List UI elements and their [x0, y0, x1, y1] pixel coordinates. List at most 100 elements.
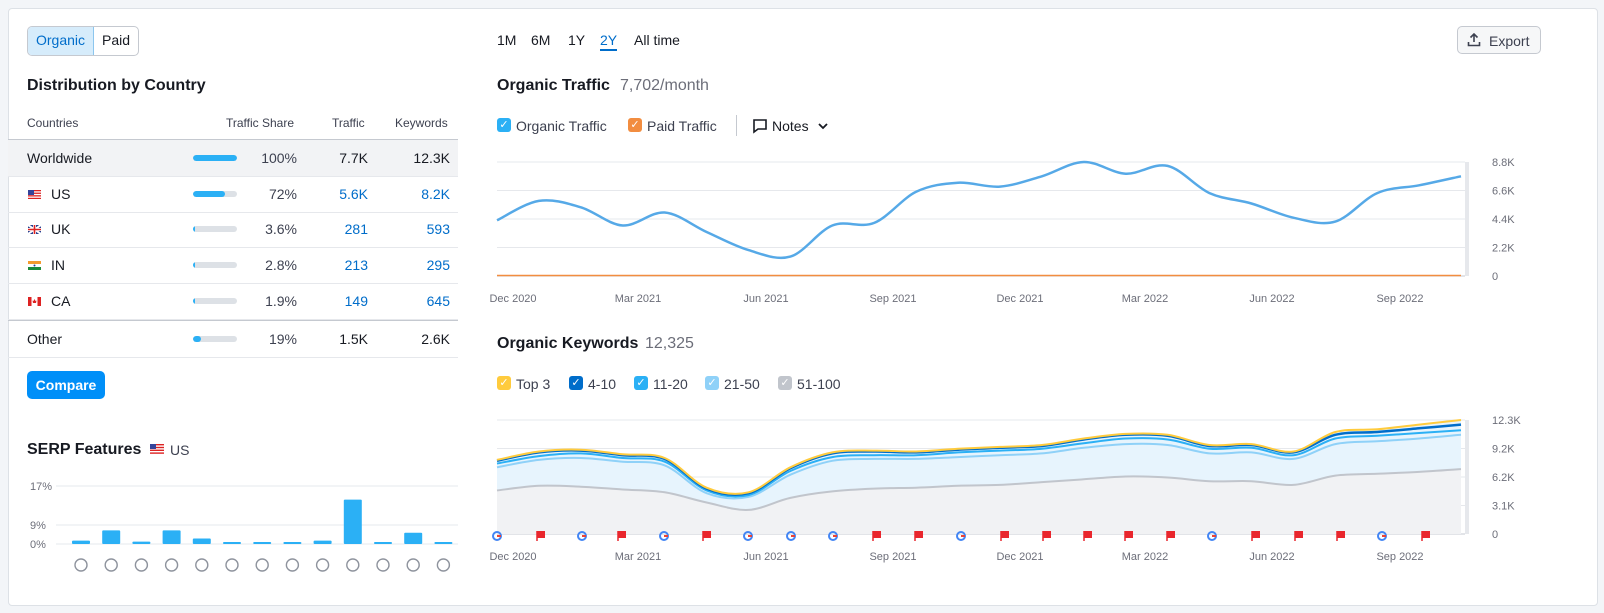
serp-feature-icon [315, 558, 330, 572]
traffic-value[interactable]: 149 [344, 293, 368, 309]
period-6m[interactable]: 6M [531, 32, 551, 48]
keywords-legend-checkbox[interactable]: ✓ [778, 376, 792, 390]
uk-flag-icon [28, 225, 41, 234]
header-keywords[interactable]: Keywords [395, 116, 448, 130]
notes-dropdown[interactable]: Notes [752, 116, 832, 136]
traffic-share: 1.9% [265, 293, 297, 309]
header-traffic[interactable]: Traffic [332, 116, 365, 130]
paid-traffic-legend: Paid Traffic [647, 118, 717, 134]
export-button[interactable]: Export [1457, 26, 1541, 54]
google-update-icon [1377, 531, 1387, 541]
x-tick-label: Sep 2022 [1376, 293, 1423, 305]
x-tick-label: Dec 2020 [489, 293, 536, 305]
keywords-value: 2.6K [421, 331, 450, 347]
x-tick-label: Sep 2021 [869, 293, 916, 305]
table-row[interactable]: IN 2.8% 213 295 [8, 247, 458, 284]
keywords-value[interactable]: 295 [426, 257, 450, 273]
country-name[interactable]: UK [51, 221, 71, 237]
serp-country: US [170, 442, 190, 458]
note-flag-icon [914, 531, 923, 541]
serp-bar [132, 541, 151, 544]
organic-keywords-chart: 12.3K 9.2K 6.2K 3.1K 0 Dec 2020 Mar 2021 Jun 20… [489, 415, 1521, 563]
country-name[interactable]: IN [51, 257, 65, 273]
y-tick-label: 0% [30, 539, 46, 551]
serp-bar [162, 530, 181, 544]
paid-toggle-button[interactable]: Paid [102, 32, 131, 48]
table-row[interactable]: Worldwide 100% 7.7K 12.3K [8, 140, 458, 177]
traffic-share: 100% [261, 150, 297, 166]
country-name[interactable]: CA [51, 293, 71, 309]
table-row[interactable]: CA 1.9% 149 645 [8, 283, 458, 320]
paid-traffic-checkbox[interactable]: ✓ [628, 118, 642, 132]
keywords-value[interactable]: 645 [426, 293, 450, 309]
keywords-legend-label: 51-100 [797, 376, 841, 392]
period-1y[interactable]: 1Y [568, 32, 586, 48]
keywords-value[interactable]: 593 [426, 221, 450, 237]
organic-toggle-button[interactable]: Organic [28, 27, 95, 55]
y-tick-label: 2.2K [1492, 243, 1515, 255]
keywords-legend-checkbox[interactable]: ✓ [497, 376, 511, 390]
traffic-value[interactable]: 213 [344, 257, 368, 273]
keywords-legend-checkbox[interactable]: ✓ [634, 376, 648, 390]
google-update-icon [1207, 531, 1217, 541]
note-flag-icon [1083, 531, 1092, 541]
y-tick-label: 8.8K [1492, 157, 1515, 169]
notes-icon [753, 119, 767, 134]
note-flag-icon [536, 531, 545, 541]
note-flag-body [537, 531, 545, 538]
in-flag-icon [28, 261, 41, 270]
serp-feature-icon [255, 558, 269, 572]
x-tick-label: Sep 2021 [869, 551, 916, 563]
note-flag-body [1295, 531, 1303, 538]
keywords-series-line [496, 419, 1462, 495]
organic-traffic-checkbox[interactable]: ✓ [497, 118, 511, 132]
keywords-value[interactable]: 8.2K [421, 186, 450, 202]
header-countries: Countries [27, 116, 79, 130]
note-flag-body [1337, 531, 1345, 538]
serp-bar [72, 540, 90, 544]
google-update-icon [786, 531, 796, 541]
traffic-share-bar [193, 155, 237, 161]
note-flag-icon [702, 531, 711, 541]
keywords-51-100-area [497, 469, 1461, 534]
note-flag-body [1422, 531, 1430, 538]
serp-bar [374, 542, 392, 544]
serp-features-chart: 17% 9% 0% [30, 481, 458, 572]
serp-feature-icon [406, 558, 420, 572]
traffic-value[interactable]: 281 [344, 221, 368, 237]
note-flag-icon [1124, 531, 1133, 541]
x-tick-label: Mar 2021 [615, 551, 661, 563]
period-1m[interactable]: 1M [497, 32, 517, 48]
keywords-legend-checkbox[interactable]: ✓ [705, 376, 719, 390]
compare-button[interactable]: Compare [27, 371, 105, 399]
chevron-down-icon [818, 123, 828, 130]
traffic-value[interactable]: 5.6K [339, 186, 368, 202]
country-name[interactable]: US [51, 186, 71, 202]
serp-feature-icon [74, 558, 88, 572]
note-flag-body [1252, 531, 1260, 538]
header-traffic-share[interactable]: Traffic Share [226, 116, 295, 130]
note-flag-icon [1294, 531, 1303, 541]
period-all-time[interactable]: All time [634, 32, 680, 48]
keywords-legend-checkbox[interactable]: ✓ [569, 376, 583, 390]
serp-bar [434, 542, 453, 544]
traffic-value: 1.5K [339, 331, 368, 347]
table-row[interactable]: UK 3.6% 281 593 [8, 211, 458, 248]
organic-keywords-value: 12,325 [645, 335, 694, 352]
keywords-legend-label: Top 3 [516, 376, 551, 392]
x-tick-label: Mar 2022 [1122, 551, 1168, 563]
table-row[interactable]: Other 19% 1.5K 2.6K [8, 320, 458, 358]
y-tick-label: 6.2K [1492, 472, 1515, 484]
x-tick-label: Sep 2022 [1376, 551, 1423, 563]
serp-bar [343, 499, 362, 544]
period-2y[interactable]: 2Y [600, 32, 618, 51]
x-tick-label: Dec 2020 [489, 551, 536, 563]
export-label: Export [1489, 33, 1530, 49]
serp-bar [192, 538, 211, 544]
table-row[interactable]: US 72% 5.6K 8.2K [8, 176, 458, 213]
organic-paid-toggle: Organic Paid [27, 26, 140, 56]
notes-label: Notes [772, 118, 809, 134]
serp-feature-icon [436, 558, 451, 572]
scroll-edge [1465, 420, 1469, 534]
note-flag-icon [1421, 531, 1430, 541]
